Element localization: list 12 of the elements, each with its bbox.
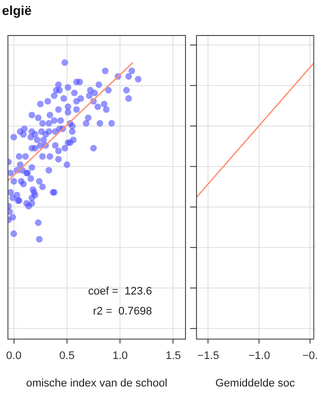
annotation: r2 = 0.7698 — [92, 306, 152, 318]
x-axis-title: omische index van de school — [26, 377, 168, 390]
x-tick-label: 0.5 — [59, 350, 75, 362]
x-tick-label: −1.0 — [248, 350, 270, 362]
x-tick-label: −0. — [302, 350, 318, 362]
x-tick-label: 1.5 — [166, 350, 181, 362]
annotation: coef = 123.6 — [88, 286, 152, 298]
x-tick-label: −1.5 — [197, 350, 220, 362]
x-tick-label: 0.0 — [6, 350, 22, 362]
x-tick-label: 1.0 — [112, 350, 128, 362]
x-axis-title: Gemiddelde soc — [215, 377, 296, 390]
chart-title: elgië — [2, 3, 32, 18]
